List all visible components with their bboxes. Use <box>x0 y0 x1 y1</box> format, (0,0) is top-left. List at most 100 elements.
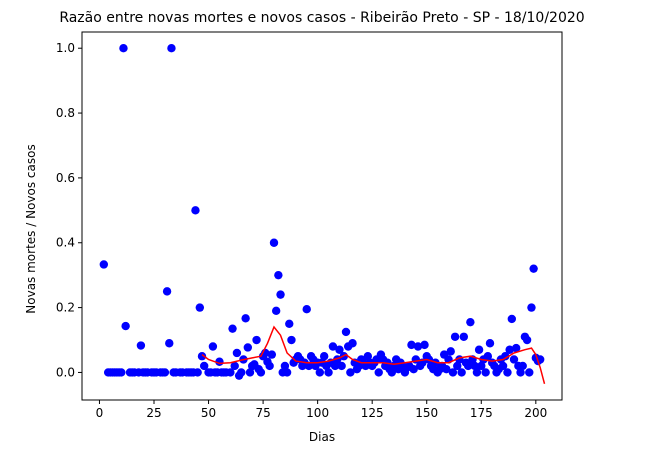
data-point <box>485 339 495 348</box>
y-tick-label: 0.6 <box>56 171 75 185</box>
data-point <box>477 361 486 371</box>
data-point <box>274 270 283 280</box>
y-tick-label: 0.2 <box>56 301 75 315</box>
data-point <box>413 342 423 351</box>
data-point <box>319 352 329 361</box>
y-tick-label: 0.4 <box>56 236 75 250</box>
data-point <box>409 364 418 374</box>
data-point <box>165 339 174 348</box>
y-tick-label: 0.0 <box>56 365 75 379</box>
data-point <box>446 347 455 356</box>
data-point <box>276 290 285 299</box>
data-point <box>243 343 253 352</box>
x-tick-label: 25 <box>146 406 161 420</box>
data-point <box>407 340 416 350</box>
data-point <box>280 361 290 371</box>
data-point <box>363 352 373 361</box>
data-point <box>527 303 536 312</box>
data-point <box>481 368 490 377</box>
data-point <box>252 335 261 345</box>
data-point <box>503 368 512 377</box>
data-point <box>525 368 534 377</box>
data-point <box>167 44 176 53</box>
data-point <box>387 368 397 377</box>
data-point <box>226 368 235 377</box>
x-tick-label: 125 <box>361 406 384 420</box>
data-point <box>324 368 333 377</box>
data-point <box>518 361 527 371</box>
data-point <box>285 319 294 329</box>
data-point <box>474 345 484 354</box>
data-point <box>463 361 473 371</box>
data-point <box>448 368 458 377</box>
data-point <box>348 339 357 348</box>
data-point <box>117 368 126 377</box>
data-point <box>509 355 519 364</box>
data-point <box>208 342 218 351</box>
chart-title: Razão entre novas mortes e novos casos -… <box>59 10 584 26</box>
data-point <box>162 287 172 296</box>
data-point <box>265 361 274 371</box>
x-tick-label: 150 <box>415 406 438 420</box>
data-point <box>267 350 277 359</box>
data-point <box>472 368 482 377</box>
data-point <box>328 342 338 351</box>
data-point <box>374 368 383 377</box>
data-point <box>269 238 279 247</box>
x-tick-label: 175 <box>470 406 493 420</box>
data-point <box>287 335 296 345</box>
data-point <box>457 368 466 377</box>
data-point <box>498 361 508 371</box>
data-point <box>282 368 292 377</box>
data-point <box>341 327 351 337</box>
data-point <box>337 361 346 371</box>
data-point <box>99 260 109 269</box>
data-point <box>529 264 538 273</box>
data-point <box>121 321 130 331</box>
data-point <box>232 348 242 358</box>
data-point <box>522 335 532 345</box>
data-point <box>197 352 207 361</box>
y-tick-label: 0.8 <box>56 106 75 120</box>
data-point <box>501 352 510 361</box>
x-tick-label: 75 <box>255 406 270 420</box>
data-point <box>195 303 205 312</box>
x-axis-label: Dias <box>309 430 335 444</box>
data-point <box>193 368 202 377</box>
data-point <box>304 361 314 371</box>
data-point <box>199 361 209 371</box>
x-tick-label: 100 <box>306 406 329 420</box>
x-tick-label: 200 <box>524 406 547 420</box>
data-point <box>271 306 281 316</box>
x-tick-label: 50 <box>201 406 216 420</box>
data-point <box>459 332 469 341</box>
data-point <box>470 361 479 371</box>
data-point <box>450 332 460 341</box>
data-point <box>483 352 493 361</box>
data-point <box>230 361 239 371</box>
data-point <box>237 368 246 377</box>
data-point <box>466 317 475 327</box>
data-point <box>453 361 462 371</box>
y-tick-label: 1.0 <box>56 41 75 55</box>
data-point <box>346 368 355 377</box>
data-point <box>191 206 200 215</box>
y-axis-label: Novas mortes / Novos casos <box>24 144 38 313</box>
data-point <box>241 314 250 323</box>
plot-area: 0 25 50 75 100 125 150 175 200 0.0 0.2 0.4 0.6 0.8 1.0 <box>56 41 547 420</box>
x-tick-label: 0 <box>96 406 104 420</box>
data-point <box>442 364 451 374</box>
data-point <box>516 368 525 377</box>
data-point <box>420 340 429 350</box>
trend-line <box>201 325 546 384</box>
data-point <box>119 44 128 53</box>
plot-frame <box>81 31 563 401</box>
data-point <box>315 368 325 377</box>
data-point <box>505 345 514 354</box>
data-point <box>330 361 340 371</box>
data-point <box>136 341 146 350</box>
data-point <box>511 343 521 353</box>
data-point <box>507 314 517 324</box>
data-point <box>256 368 266 377</box>
